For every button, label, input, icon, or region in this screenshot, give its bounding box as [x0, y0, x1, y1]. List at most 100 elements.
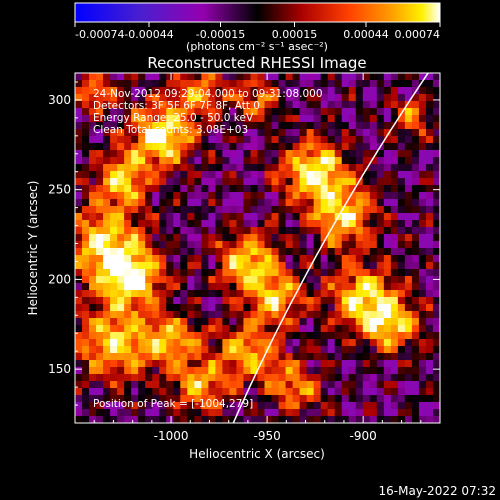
heatmap-cell [397, 360, 406, 368]
heatmap-cell [180, 80, 188, 88]
heatmap-cell [264, 241, 273, 249]
heatmap-cell [96, 374, 104, 382]
heatmap-cell [236, 87, 245, 95]
heatmap-cell [292, 143, 301, 151]
heatmap-cell [334, 339, 343, 347]
heatmap-cell [117, 409, 125, 417]
heatmap-cell [194, 325, 202, 333]
heatmap-cell [250, 178, 259, 186]
heatmap-cell [306, 367, 315, 375]
heatmap-cell [425, 115, 434, 123]
heatmap-cell [257, 318, 266, 326]
heatmap-cell [418, 318, 427, 326]
heatmap-cell [215, 283, 223, 291]
heatmap-cell [278, 283, 287, 291]
heatmap-cell [383, 171, 392, 179]
heatmap-cell [222, 73, 231, 81]
heatmap-cell [257, 220, 266, 228]
heatmap-cell [306, 199, 315, 207]
heatmap-cell [264, 276, 273, 284]
heatmap-cell [432, 367, 440, 375]
heatmap-cell [320, 353, 329, 361]
heatmap-cell [313, 416, 322, 423]
heatmap-cell [348, 213, 357, 221]
heatmap-cell [432, 262, 440, 270]
heatmap-cell [89, 227, 97, 235]
heatmap-cell [236, 269, 245, 277]
heatmap-cell [215, 80, 223, 88]
heatmap-cell [271, 353, 280, 361]
heatmap-cell [82, 269, 90, 277]
heatmap-cell [341, 80, 350, 88]
heatmap-cell [96, 290, 104, 298]
heatmap-cell [264, 269, 273, 277]
heatmap-cell [215, 290, 223, 298]
heatmap-cell [124, 101, 132, 109]
heatmap-cell [243, 360, 252, 368]
heatmap-cell [425, 318, 434, 326]
heatmap-cell [180, 122, 188, 130]
heatmap-cell [313, 185, 322, 193]
heatmap-cell [271, 360, 280, 368]
heatmap-cell [320, 297, 329, 305]
heatmap-cell [383, 374, 392, 382]
heatmap-cell [187, 346, 195, 354]
heatmap-cell [96, 304, 104, 312]
heatmap-cell [369, 276, 378, 284]
heatmap-cell [362, 185, 371, 193]
heatmap-cell [306, 213, 315, 221]
heatmap-cell [257, 213, 266, 221]
heatmap-cell [194, 402, 202, 410]
heatmap-cell [89, 213, 97, 221]
heatmap-cell [138, 395, 146, 403]
heatmap-cell [257, 157, 266, 165]
heatmap-cell [96, 311, 104, 319]
heatmap-cell [383, 388, 392, 396]
heatmap-cell [348, 87, 357, 95]
heatmap-cell [299, 346, 308, 354]
heatmap-cell [313, 73, 322, 81]
heatmap-cell [75, 108, 83, 116]
heatmap-cell [299, 94, 308, 102]
heatmap-cell [292, 262, 301, 270]
heatmap-cell [222, 143, 231, 151]
heatmap-cell [271, 416, 280, 423]
heatmap-cell [411, 241, 420, 249]
heatmap-cell [110, 325, 118, 333]
heatmap-cell [369, 150, 378, 158]
heatmap-cell [229, 171, 238, 179]
heatmap-cell [215, 199, 223, 207]
heatmap-cell [320, 381, 329, 389]
heatmap-cell [425, 311, 434, 319]
heatmap-cell [369, 402, 378, 410]
heatmap-cell [306, 220, 315, 228]
heatmap-cell [306, 206, 315, 214]
heatmap-cell [96, 206, 104, 214]
heatmap-cell [229, 220, 238, 228]
heatmap-cell [173, 318, 181, 326]
heatmap-cell [96, 395, 104, 403]
heatmap-cell [348, 416, 357, 423]
heatmap-cell [110, 234, 118, 242]
heatmap-cell [82, 318, 90, 326]
heatmap-cell [250, 94, 259, 102]
heatmap-cell [243, 381, 252, 389]
heatmap-cell [341, 241, 350, 249]
heatmap-cell [327, 199, 336, 207]
heatmap-cell [257, 234, 266, 242]
heatmap-cell [390, 304, 399, 312]
heatmap-cell [250, 318, 259, 326]
heatmap-cell [390, 416, 399, 423]
heatmap-cell [173, 136, 181, 144]
heatmap-cell [215, 416, 223, 423]
heatmap-cell [341, 115, 350, 123]
heatmap-cell [264, 129, 273, 137]
heatmap-cell [313, 283, 322, 291]
heatmap-cell [341, 262, 350, 270]
heatmap-cell [334, 276, 343, 284]
heatmap-cell [264, 164, 273, 172]
heatmap-cell [117, 94, 125, 102]
heatmap-cell [103, 164, 111, 172]
heatmap-cell [285, 311, 294, 319]
heatmap-cell [292, 171, 301, 179]
